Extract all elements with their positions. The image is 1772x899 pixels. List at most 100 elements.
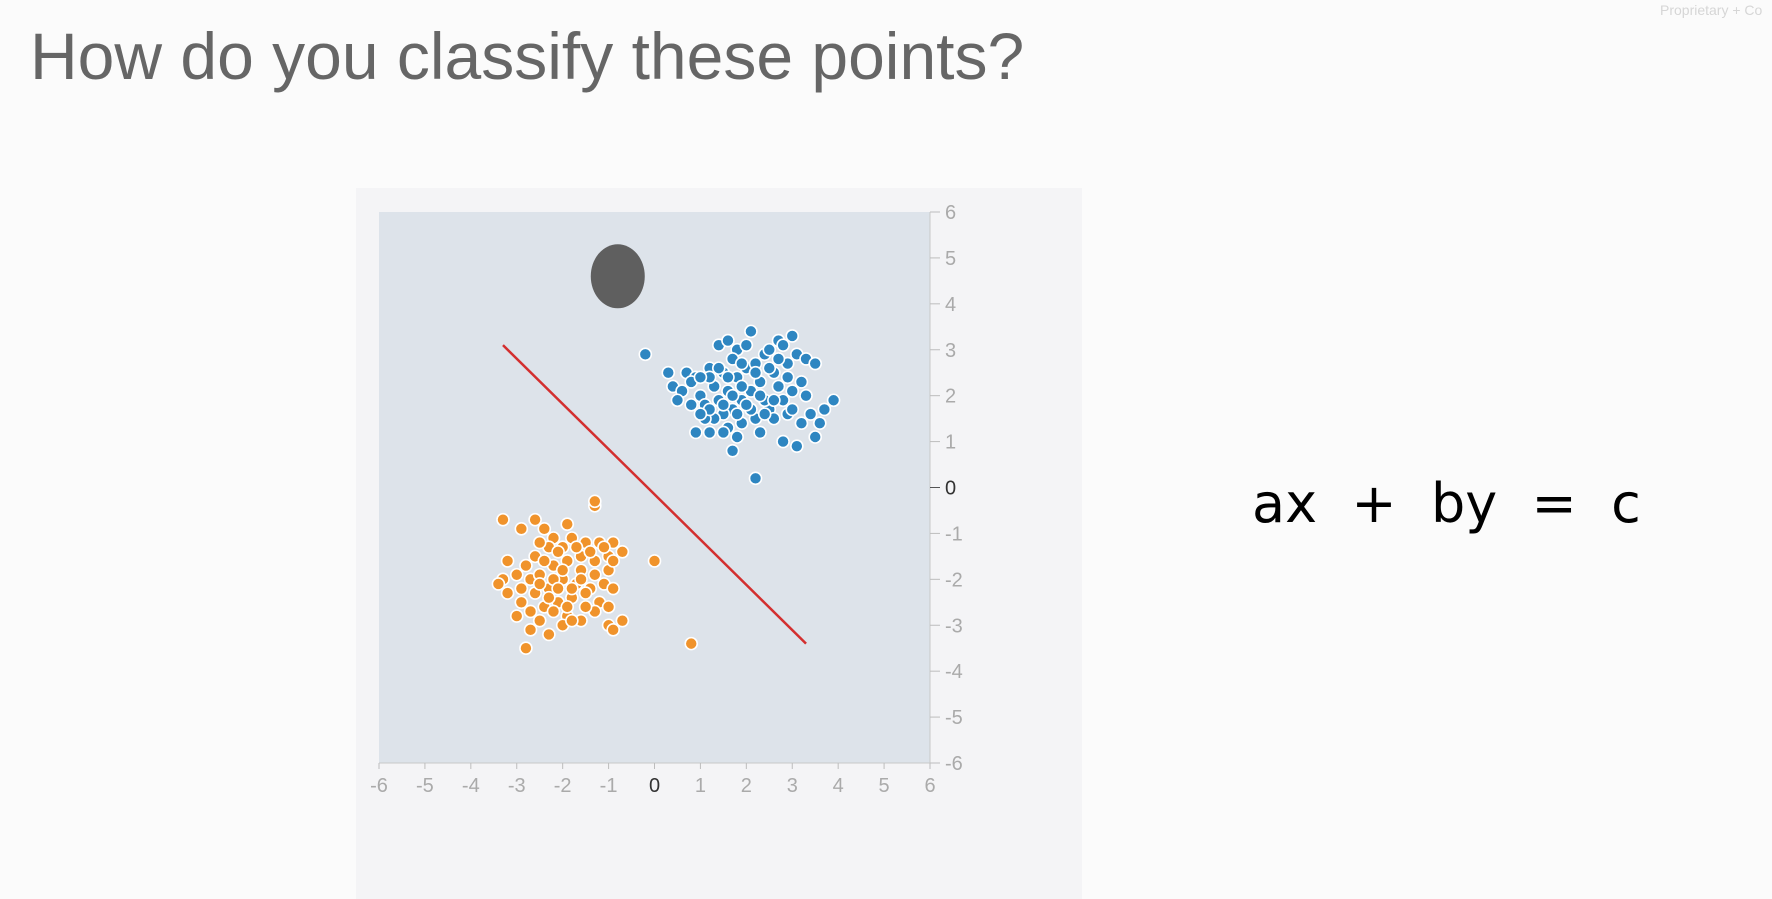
x-tick-label: -1 [600, 775, 618, 797]
blue-data-point [808, 430, 823, 444]
orange-data-point [615, 613, 630, 628]
blue-data-point [748, 365, 763, 380]
orange-data-point [519, 641, 533, 656]
y-tick-label: -2 [945, 569, 963, 591]
x-tick-label: -4 [462, 775, 480, 797]
blue-data-point [748, 471, 763, 486]
blue-data-point [771, 379, 786, 394]
orange-data-point [578, 600, 593, 614]
orange-data-point [551, 581, 565, 596]
blue-data-point [721, 370, 735, 385]
x-tick-label: 1 [695, 775, 706, 797]
blue-data-point [817, 402, 832, 417]
orange-data-point [500, 554, 515, 568]
watermark: Proprietary + Co [1660, 2, 1763, 18]
blue-data-point [767, 393, 781, 408]
blue-data-point [725, 388, 740, 403]
y-tick-label: 4 [945, 294, 956, 316]
blue-data-point [739, 398, 754, 412]
chart-panel: -6 -5 -4 -3 -2 -1 0 1 2 3 4 5 6 6 5 4 3 2 1 0 -1 -2 -3 -4 -5 -6 [356, 188, 1082, 899]
orange-data-point [509, 609, 524, 623]
orange-data-point [514, 581, 529, 596]
blue-data-point [808, 356, 823, 371]
orange-data-point [615, 544, 630, 559]
blue-data-point [716, 398, 731, 412]
x-tick-label: -5 [416, 775, 434, 797]
orange-data-point [578, 586, 593, 600]
x-tick-label: 3 [787, 775, 798, 797]
y-tick-label: 5 [945, 248, 956, 270]
blue-data-point [771, 352, 786, 366]
orange-data-point [542, 590, 556, 605]
orange-data-point [597, 540, 611, 554]
orange-data-point [496, 512, 510, 527]
blue-data-point [776, 434, 790, 449]
scatter-chart: -6 -5 -4 -3 -2 -1 0 1 2 3 4 5 6 6 5 4 3 2 1 0 -1 -2 -3 -4 -5 -6 [370, 202, 963, 797]
blue-data-point [794, 416, 809, 431]
blue-data-point [753, 425, 767, 440]
y-tick-label: -3 [945, 615, 963, 637]
orange-data-point [532, 577, 547, 591]
slide-title: How do you classify these points? [30, 19, 1025, 93]
orange-data-point [551, 544, 565, 559]
data-points [491, 324, 841, 656]
blue-data-point [711, 361, 726, 375]
orange-data-point [574, 572, 588, 587]
blue-data-point [689, 425, 703, 440]
blue-data-point [670, 393, 685, 408]
orange-data-point [491, 577, 506, 591]
plot-area [379, 212, 930, 763]
x-tick-label: 4 [833, 775, 844, 797]
x-tick-label: 2 [741, 775, 752, 797]
y-tick-label: 3 [945, 340, 956, 362]
orange-data-point [569, 540, 584, 554]
blue-data-point [785, 329, 800, 343]
blue-data-point [790, 439, 804, 453]
orange-data-point [519, 558, 533, 573]
orange-data-point [588, 567, 602, 582]
blue-data-point [812, 416, 827, 431]
x-tick-label: -3 [508, 775, 526, 797]
orange-data-point [523, 604, 538, 619]
orange-data-point [606, 623, 620, 637]
blue-data-point [803, 407, 818, 421]
blue-data-point [730, 430, 744, 444]
orange-data-point [500, 586, 515, 600]
x-tick-label: 6 [924, 775, 935, 797]
orange-data-point [565, 581, 579, 596]
y-tick-label: -1 [945, 523, 963, 545]
y-tick-label: 2 [945, 386, 956, 408]
orange-data-point [588, 494, 602, 509]
blue-data-point [785, 384, 800, 398]
orange-data-point [542, 627, 556, 642]
orange-data-point [560, 517, 575, 532]
blue-data-point [661, 365, 676, 380]
orange-data-point [560, 600, 575, 614]
orange-data-point [532, 613, 547, 628]
orange-data-point [514, 522, 529, 536]
blue-data-point [730, 407, 744, 421]
orange-data-point [532, 535, 547, 550]
blue-data-point [826, 393, 841, 408]
blue-data-point [762, 361, 777, 375]
blue-data-point [693, 407, 708, 421]
orange-data-point [509, 567, 524, 582]
orange-data-point [601, 600, 616, 614]
axes: -6 -5 -4 -3 -2 -1 0 1 2 3 4 5 6 6 5 4 3 2 1 0 -1 -2 -3 -4 -5 -6 [370, 202, 963, 797]
blue-data-point [734, 379, 749, 394]
y-tick-label: 0 [945, 478, 956, 500]
orange-data-point [606, 581, 620, 596]
blue-data-point [716, 425, 731, 440]
orange-data-point [555, 563, 570, 577]
x-tick-label: 5 [879, 775, 890, 797]
blue-data-point [776, 338, 790, 352]
blue-data-point [780, 370, 795, 385]
y-tick-label: -4 [945, 661, 963, 683]
y-tick-label: -5 [945, 707, 963, 729]
x-tick-label: 0 [649, 775, 660, 797]
line-equation: ax + by = c [1252, 472, 1641, 535]
orange-data-point [523, 623, 538, 637]
blue-data-point [684, 398, 699, 412]
blue-data-point [725, 443, 740, 458]
orange-data-point [537, 554, 552, 568]
